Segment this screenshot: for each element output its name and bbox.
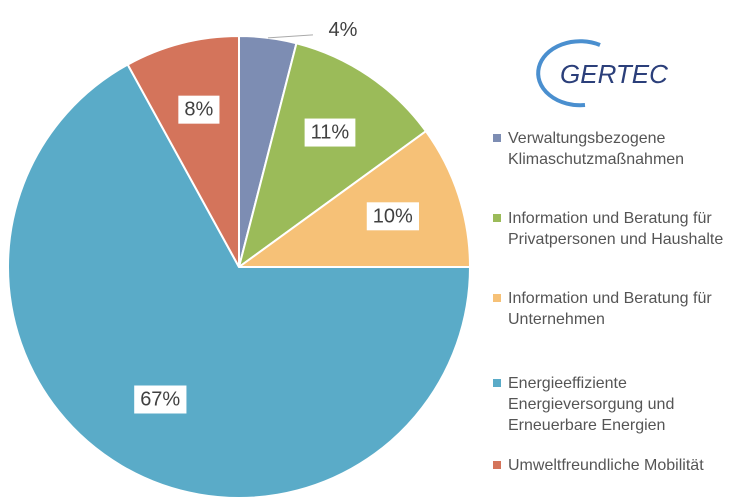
legend-label: Information und Beratung für Unternehmen <box>508 290 712 328</box>
data-label: 10% <box>366 202 420 231</box>
logo-arc <box>536 39 601 108</box>
legend-swatch <box>493 214 501 222</box>
legend-line: Information und Beratung für <box>508 210 712 227</box>
legend-label: Verwaltungsbezogene Klimaschutzmaßnahmen <box>508 130 684 168</box>
legend-label: Information und Beratung für Privatperson… <box>508 210 723 248</box>
legend-swatch <box>493 379 501 387</box>
label-box <box>322 16 364 45</box>
legend-line: Energieeffiziente <box>508 375 627 392</box>
legend-label: Energieeffiziente Energieversorgung und Er… <box>508 375 674 434</box>
legend-line: Erneuerbare Energien <box>508 417 665 434</box>
legend-line: Energieversorgung und <box>508 396 674 413</box>
legend-label: Umweltfreundliche Mobilität <box>508 457 704 474</box>
logo: GERTEC <box>536 39 668 108</box>
value-label: 10% <box>373 205 413 227</box>
data-label: 11% <box>304 118 356 147</box>
pie-slice <box>7 63 472 499</box>
value-label: 4% <box>328 19 357 41</box>
label-box <box>366 202 420 231</box>
value-label: 67% <box>140 388 180 410</box>
label-box <box>178 95 220 124</box>
legend-line: Information und Beratung für <box>508 290 712 307</box>
leader-line <box>267 34 313 39</box>
pie-slice <box>235 129 472 268</box>
legend-line: Verwaltungsbezogene <box>508 130 666 147</box>
data-label: 8% <box>178 95 220 124</box>
logo-text: GERTEC <box>560 59 668 89</box>
legend-swatch <box>493 294 501 302</box>
legend-swatch <box>493 461 501 469</box>
legend-line: Privatpersonen und Haushalte <box>508 231 723 248</box>
label-box <box>134 385 187 414</box>
data-label: 4% <box>322 16 364 45</box>
data-label: 67% <box>134 385 187 414</box>
value-label: 11% <box>311 122 350 144</box>
legend-line: Unternehmen <box>508 311 605 328</box>
pie-slice <box>126 34 240 268</box>
legend-swatch <box>493 134 501 142</box>
label-box <box>304 118 356 147</box>
pie-slice <box>237 42 428 270</box>
value-label: 8% <box>184 99 213 121</box>
legend-line: Umweltfreundliche Mobilität <box>508 457 704 474</box>
legend-line: Klimaschutzmaßnahmen <box>508 151 684 168</box>
